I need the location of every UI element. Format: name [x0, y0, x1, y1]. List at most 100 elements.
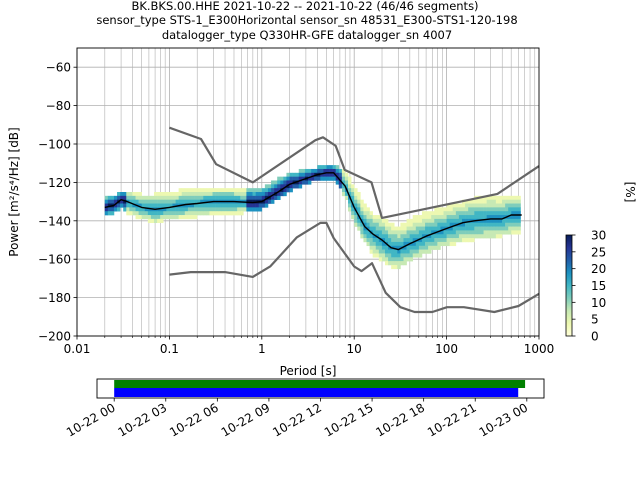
- pdf-cell: [372, 241, 377, 247]
- colorbar-tick-label: 15: [591, 279, 606, 293]
- pdf-cell: [428, 211, 432, 216]
- pdf-cell: [385, 261, 389, 266]
- pdf-cell: [123, 199, 127, 204]
- pdf-cell: [366, 230, 370, 235]
- pdf-cell: [360, 199, 364, 204]
- pdf-cell: [508, 199, 512, 204]
- pdf-cell: [132, 211, 136, 216]
- pdf-cell: [295, 180, 300, 185]
- pdf-cell: [231, 188, 235, 193]
- pdf-cell: [428, 230, 432, 235]
- pdf-cell: [120, 203, 124, 208]
- pdf-cell: [428, 215, 432, 220]
- pdf-cell: [498, 230, 503, 235]
- pdf-cell: [452, 234, 457, 239]
- nlnm-line: [169, 221, 540, 314]
- pdf-cell: [357, 195, 361, 200]
- pdf-cell: [477, 199, 481, 204]
- pdf-cell: [160, 203, 164, 208]
- pdf-cell: [354, 222, 358, 227]
- pdf-cell: [277, 195, 281, 200]
- pdf-cell: [381, 245, 386, 250]
- pdf-cell: [458, 222, 463, 227]
- pdf-cell: [163, 203, 167, 208]
- pdf-cell: [277, 180, 281, 185]
- pdf-cell: [292, 176, 296, 181]
- pdf-cell: [348, 180, 352, 185]
- pdf-cell: [486, 234, 491, 239]
- pdf-cell: [360, 211, 364, 216]
- pdf-cell: [412, 249, 417, 254]
- pdf-cell: [181, 199, 186, 204]
- pdf-cell: [449, 234, 454, 239]
- pdf-cell: [443, 238, 447, 243]
- pdf-cell: [323, 172, 327, 177]
- pdf-cell: [277, 188, 281, 193]
- pdf-cell: [471, 199, 475, 204]
- pdf-cell: [378, 257, 383, 262]
- pdf-cell: [492, 215, 497, 220]
- pdf-cell: [147, 199, 152, 204]
- pdf-cell: [495, 218, 500, 224]
- pdf-cell: [511, 207, 515, 212]
- pdf-cell: [141, 207, 146, 212]
- pdf-cell: [394, 238, 398, 243]
- pdf-cell: [332, 176, 337, 181]
- pdf-cell: [187, 199, 192, 204]
- pdf-cell: [502, 207, 506, 212]
- pdf-cell: [104, 207, 109, 212]
- pdf-cell: [190, 188, 195, 193]
- pdf-cell: [120, 199, 124, 204]
- pdf-cell: [129, 207, 133, 212]
- pdf-cell: [150, 215, 155, 220]
- pdf-cell: [363, 207, 367, 212]
- pdf-cell: [381, 238, 386, 243]
- pdf-cell: [471, 226, 475, 231]
- pdf-cell: [163, 195, 167, 200]
- pdf-cell: [437, 238, 441, 243]
- pdf-cell: [117, 207, 121, 212]
- pdf-cell: [406, 226, 410, 231]
- pdf-cell: [474, 222, 478, 227]
- pdf-cell: [502, 222, 506, 227]
- pdf-cell: [172, 207, 176, 212]
- pdf-cell: [415, 230, 420, 235]
- pdf-cell: [224, 195, 229, 200]
- pdf-cell: [391, 264, 395, 270]
- pdf-cell: [344, 184, 349, 189]
- pdf-cell: [190, 203, 195, 208]
- pdf-cell: [212, 207, 216, 212]
- pdf-cell: [332, 165, 337, 170]
- pdf-cell: [391, 230, 395, 235]
- pdf-cell: [197, 203, 201, 208]
- pdf-cell: [477, 203, 481, 208]
- pdf-cell: [434, 241, 438, 247]
- pdf-cell: [184, 203, 189, 208]
- pdf-cell: [477, 230, 481, 235]
- pdf-cell: [231, 211, 235, 216]
- pdf-cell: [443, 230, 447, 235]
- pdf-cell: [215, 211, 219, 216]
- pdf-cell: [160, 207, 164, 212]
- pdf-cell: [375, 241, 380, 247]
- pdf-cell: [175, 195, 179, 200]
- pdf-cell: [172, 203, 176, 208]
- pdf-cell: [489, 234, 494, 239]
- pdf-cell: [468, 230, 472, 235]
- pdf-cell: [292, 172, 296, 177]
- pdf-cell: [462, 230, 466, 235]
- pdf-cell: [381, 249, 386, 254]
- pdf-cell: [231, 203, 235, 208]
- pdf-cell: [169, 215, 173, 220]
- pdf-cell: [138, 195, 142, 200]
- pdf-cell: [338, 168, 343, 174]
- pdf-cell: [369, 245, 373, 250]
- pdf-cell: [468, 215, 472, 220]
- pdf-cell: [187, 203, 192, 208]
- pdf-cell: [421, 245, 426, 250]
- pdf-cell: [181, 195, 186, 200]
- pdf-cell: [388, 241, 392, 247]
- pdf-cell: [468, 222, 472, 227]
- pdf-cell: [385, 253, 389, 258]
- pdf-cell: [200, 203, 204, 208]
